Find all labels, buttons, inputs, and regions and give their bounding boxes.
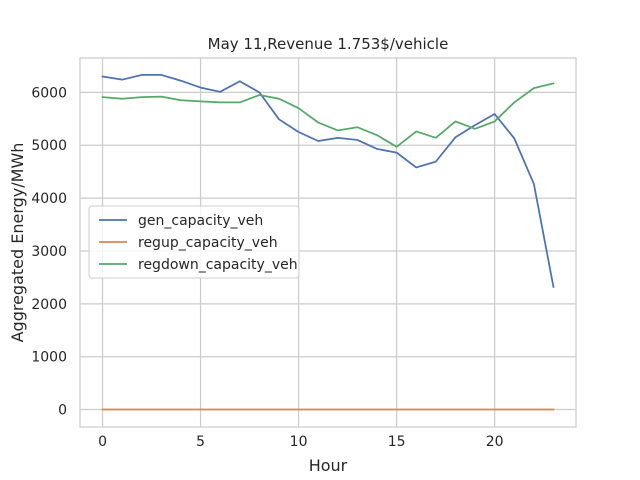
series-line-regdown-capacity-veh <box>101 82 555 148</box>
x-axis-label: Hour <box>309 456 348 475</box>
plot-frame <box>79 57 577 428</box>
legend-box <box>88 205 300 279</box>
tick-labels: 0 5 10 15 20 0 1000 2000 3000 4000 5000 6000 <box>31 85 503 450</box>
legend: gen_capacity_veh regup_capacity_vehregdow… <box>88 205 300 279</box>
y-tick-label: 3000 <box>31 244 67 260</box>
legend-label: regdown_capacity_veh <box>138 257 298 273</box>
y-tick-label: 0 <box>58 403 67 419</box>
y-tick-label: 2000 <box>31 297 67 313</box>
y-tick-label: 4000 <box>31 191 67 207</box>
legend-label: gen_capacity_veh <box>138 213 263 229</box>
legend-label: regup_capacity_veh <box>138 235 278 251</box>
x-tick-label: 5 <box>196 434 205 450</box>
series-line-gen-capacity-veh <box>101 74 555 288</box>
chart-title: May 11,Revenue 1.753$/vehicle <box>208 35 449 53</box>
x-tick-label: 20 <box>486 434 504 450</box>
series-lines <box>101 74 555 411</box>
y-axis-label: Aggregated Energy/MWh <box>8 143 27 343</box>
y-tick-label: 6000 <box>31 85 67 101</box>
y-tick-label: 1000 <box>31 350 67 366</box>
x-tick-label: 15 <box>388 434 406 450</box>
x-tick-label: 10 <box>290 434 308 450</box>
x-tick-label: 0 <box>98 434 107 450</box>
y-tick-label: 5000 <box>31 138 67 154</box>
